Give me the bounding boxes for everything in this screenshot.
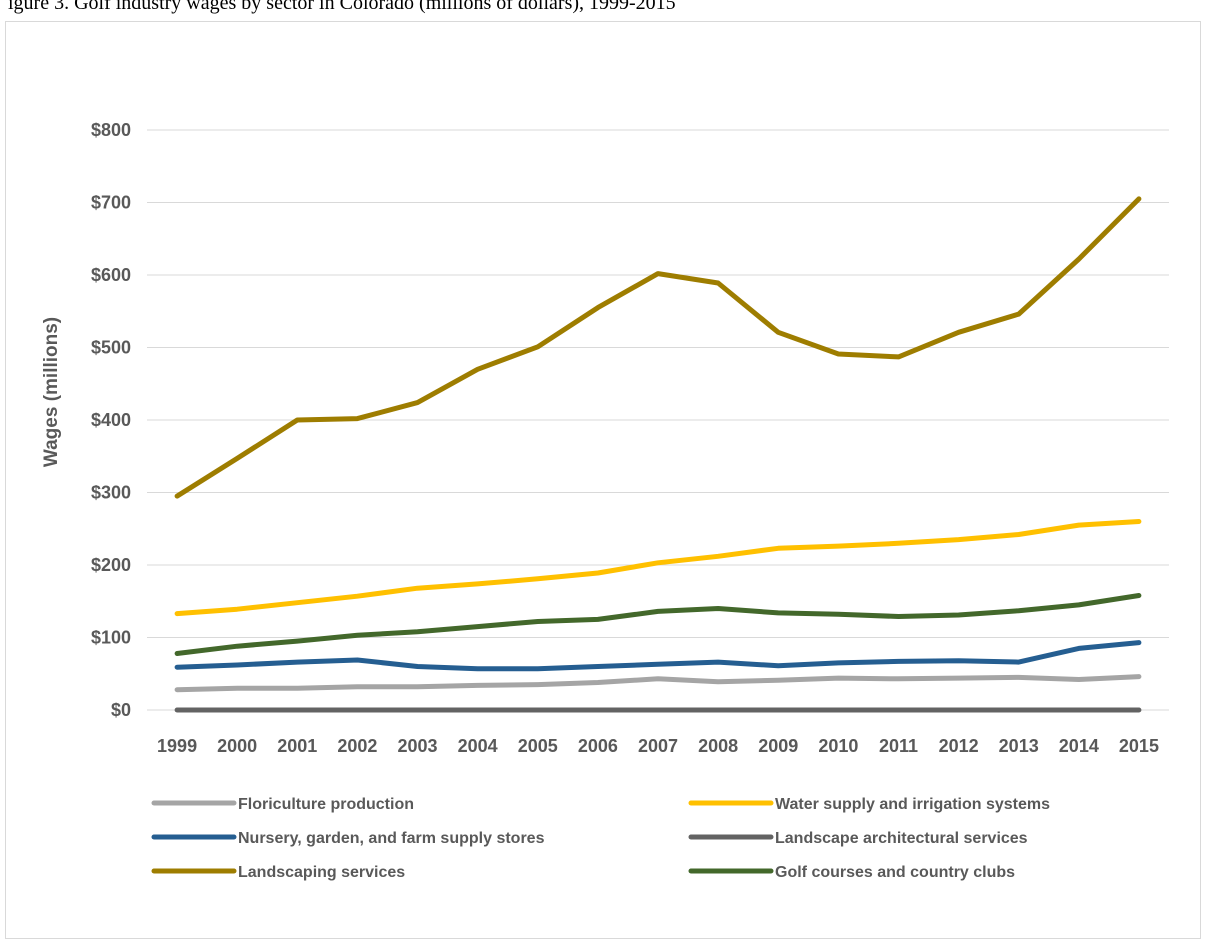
y-tick-label: $600: [91, 265, 131, 285]
x-tick-label: 2000: [217, 736, 257, 756]
x-tick-label: 2006: [578, 736, 618, 756]
figure-caption: igure 3. Golf industry wages by sector i…: [8, 0, 676, 14]
series-lines: [174, 196, 1142, 713]
legend: Floriculture production Water supply and …: [151, 796, 1050, 881]
x-tick-label: 2013: [999, 736, 1039, 756]
x-tick-label: 2008: [698, 736, 738, 756]
line-chart: $0 $100 $200 $300 $400 $500 $600 $700 $800 1999 2…: [41, 120, 1169, 881]
series-line-0: [174, 674, 1142, 693]
x-tick-label: 2005: [518, 736, 558, 756]
y-tick-label: $200: [91, 555, 131, 575]
y-axis-label: Wages (millions): [41, 317, 62, 467]
x-tick-label: 2011: [879, 736, 918, 756]
legend-label: Water supply and irrigation systems: [775, 796, 1050, 813]
x-tick-label: 2007: [638, 736, 678, 756]
x-tick-label: 2010: [818, 736, 858, 756]
legend-label: Nursery, garden, and farm supply stores: [238, 830, 545, 847]
x-tick-label: 2002: [337, 736, 377, 756]
x-tick-label: 2015: [1119, 736, 1159, 756]
chart-frame: $0 $100 $200 $300 $400 $500 $600 $700 $800 1999 2…: [5, 21, 1201, 939]
x-tick-label: 2004: [458, 736, 498, 756]
legend-label: Landscape architectural services: [775, 830, 1028, 847]
series-line-4: [174, 196, 1142, 499]
x-axis-ticks: 1999 2000 2001 2002 2003 2004 2005 2006 2007 2008…: [157, 736, 1159, 756]
legend-label: Floriculture production: [238, 796, 414, 813]
y-tick-label: $100: [91, 628, 131, 648]
x-tick-label: 2001: [277, 736, 317, 756]
x-tick-label: 2014: [1059, 736, 1099, 756]
y-tick-label: $0: [111, 700, 131, 720]
legend-label: Golf courses and country clubs: [775, 864, 1015, 881]
y-tick-label: $500: [91, 338, 131, 358]
x-tick-label: 2003: [398, 736, 438, 756]
y-tick-label: $400: [91, 410, 131, 430]
series-line-2: [174, 640, 1142, 672]
x-tick-label: 2009: [758, 736, 798, 756]
y-tick-label: $800: [91, 120, 131, 140]
x-tick-label: 1999: [157, 736, 197, 756]
y-tick-label: $300: [91, 483, 131, 503]
y-axis-ticks: $0 $100 $200 $300 $400 $500 $600 $700 $800: [91, 120, 131, 720]
y-tick-label: $700: [91, 193, 131, 213]
legend-label: Landscaping services: [238, 864, 405, 881]
x-tick-label: 2012: [939, 736, 979, 756]
series-line-1: [174, 519, 1142, 617]
series-line-5: [174, 593, 1142, 656]
